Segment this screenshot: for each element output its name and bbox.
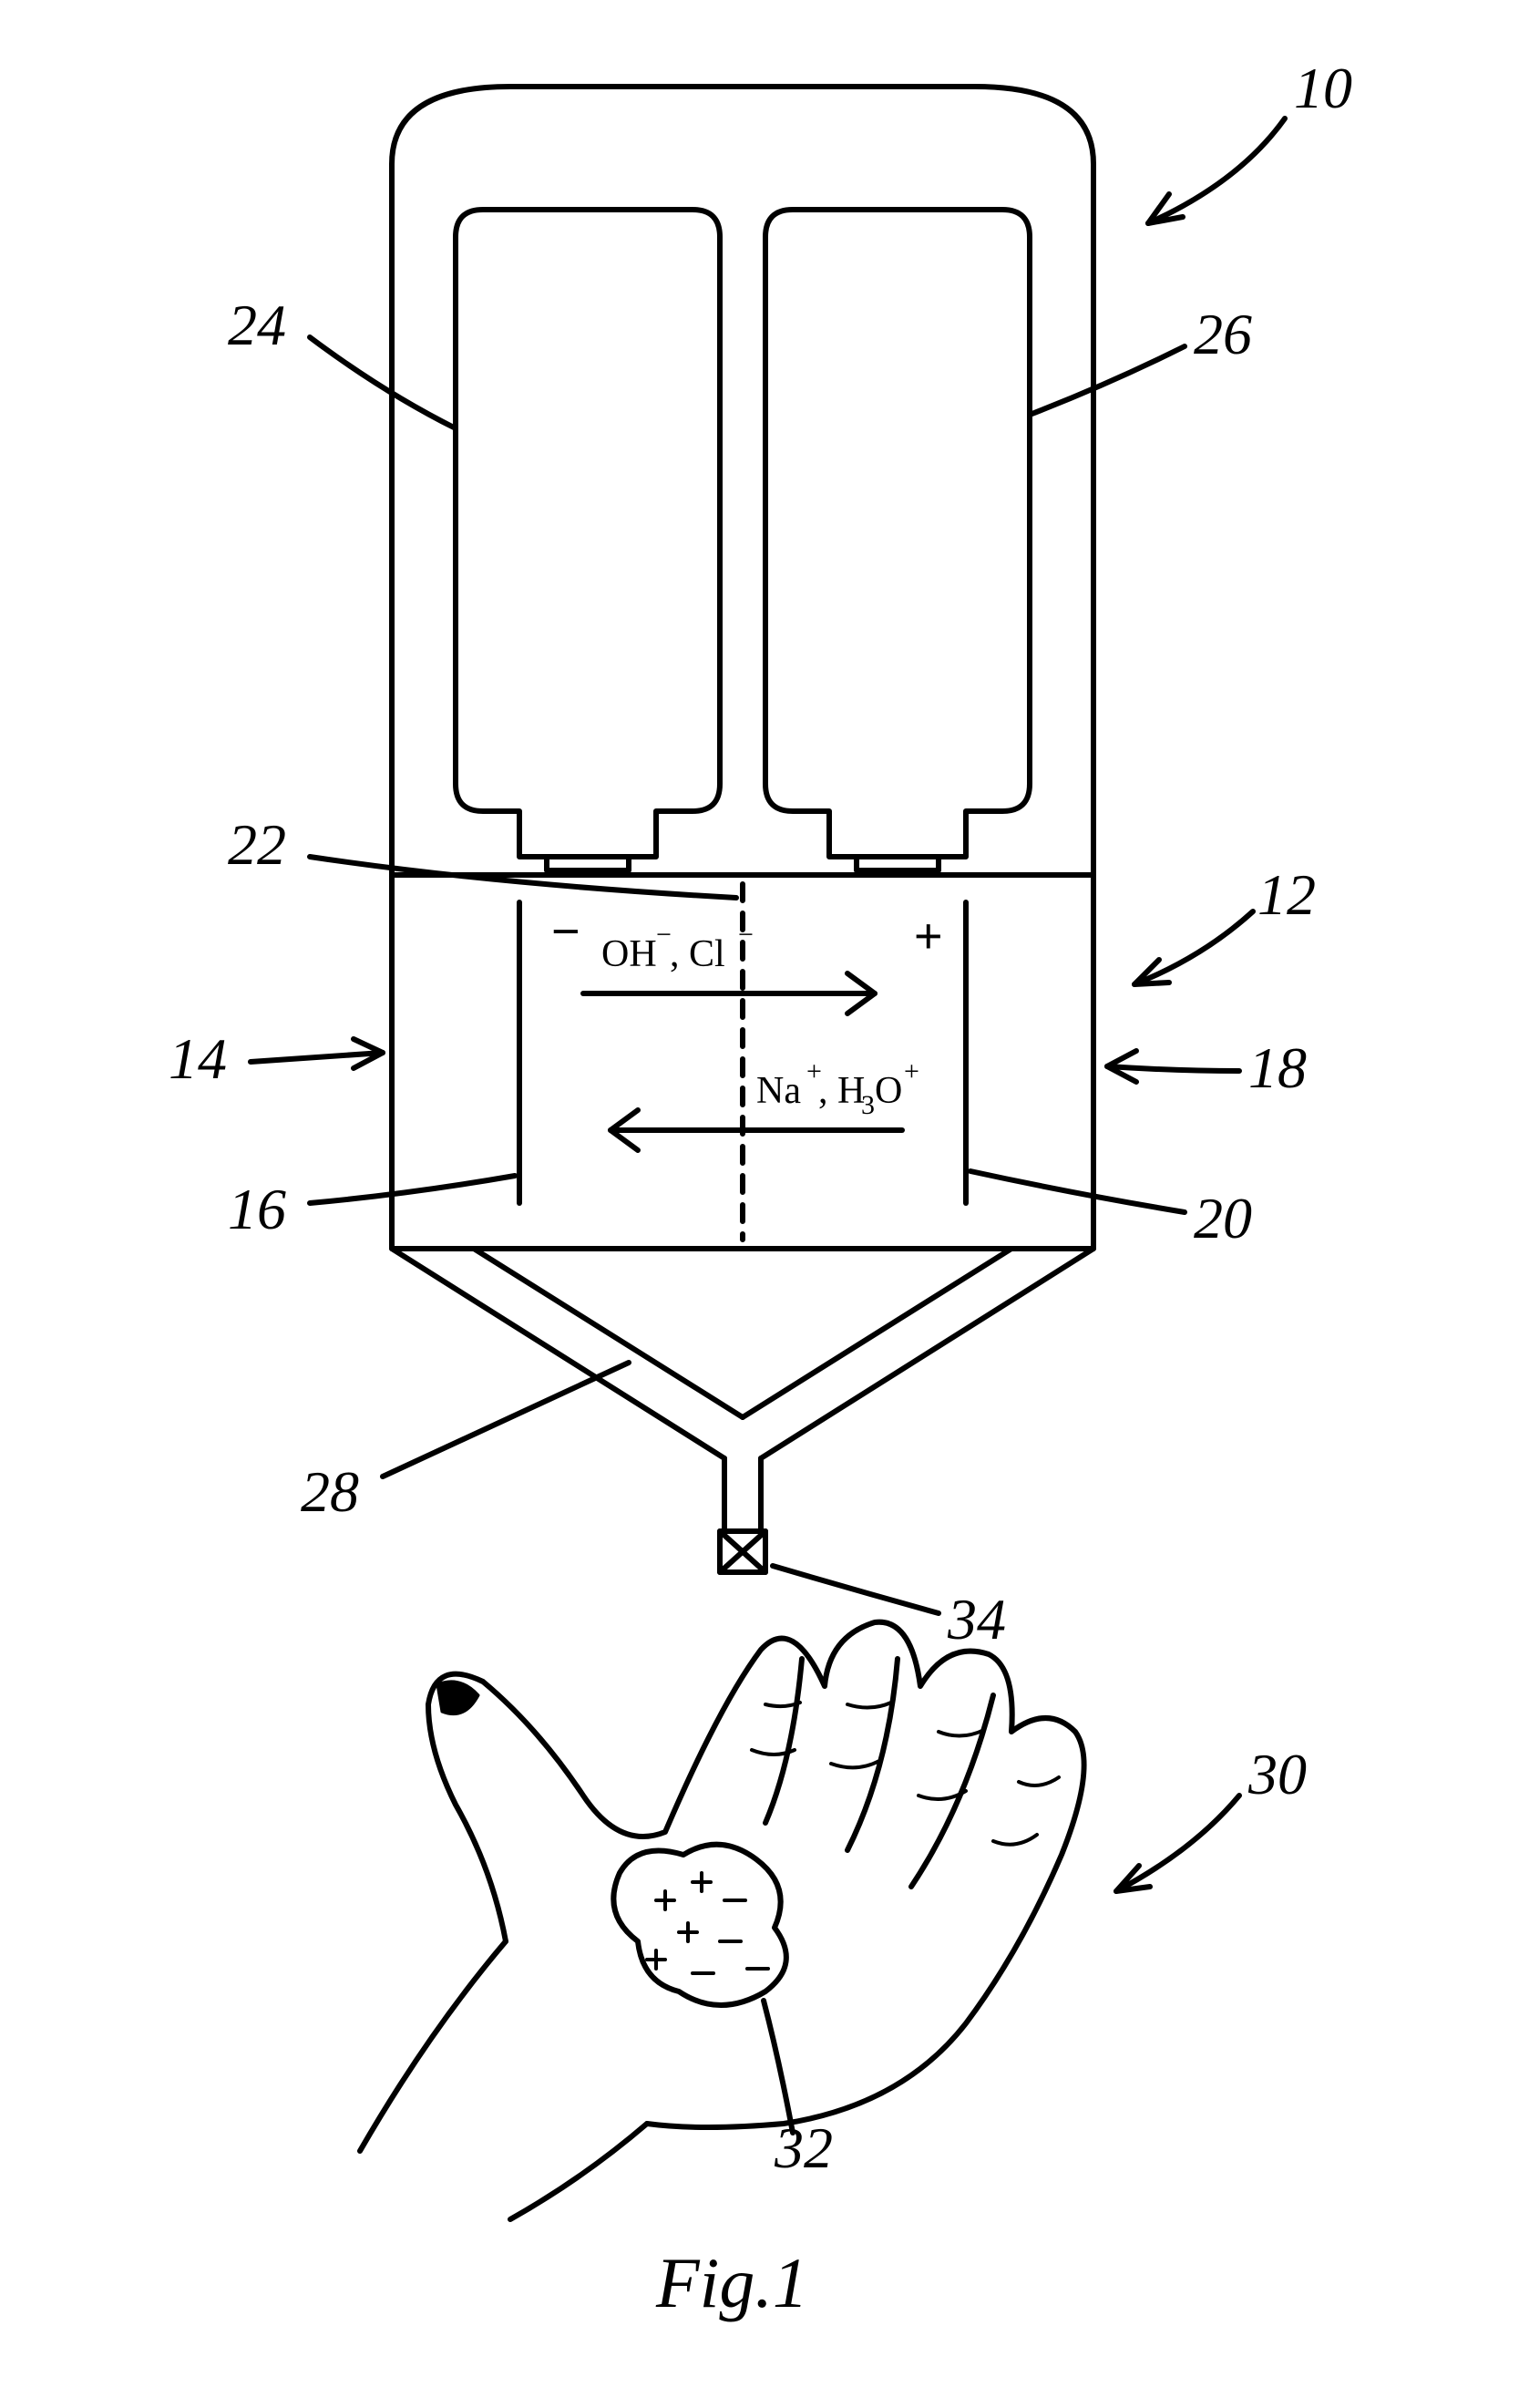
leader-30 (1116, 1796, 1239, 1891)
ref-12: 12 (1257, 861, 1316, 929)
ref-28: 28 (301, 1458, 359, 1526)
leader-10 (1148, 118, 1285, 223)
figure-caption: Fig.1 (656, 2242, 808, 2324)
leader-26 (1030, 346, 1185, 415)
top-ion-label: OH − , Cl − (601, 920, 754, 975)
leader-16 (310, 1176, 515, 1203)
svg-text:, Cl: , Cl (670, 933, 725, 975)
ref-10: 10 (1294, 55, 1352, 122)
right-bottle (765, 210, 1030, 870)
leader-34 (773, 1566, 939, 1613)
ref-20: 20 (1194, 1185, 1252, 1252)
nozzle (720, 1531, 765, 1572)
figure-canvas: − + OH − , Cl − Na + , H 3 O + 10 24 26 … (0, 0, 1519, 2403)
svg-text:, H: , H (818, 1070, 865, 1112)
bottom-ion-label: Na + , H 3 O + (756, 1056, 919, 1120)
ref-22: 22 (228, 811, 286, 879)
electrode-plus: + (914, 909, 943, 963)
top-ion-arrow (583, 973, 875, 1014)
left-bottle (456, 210, 720, 870)
leader-28 (383, 1363, 629, 1477)
ref-26: 26 (1194, 301, 1252, 368)
leader-14 (251, 1039, 383, 1068)
blob-charges (647, 1873, 768, 1973)
ref-30: 30 (1248, 1741, 1307, 1808)
leader-18 (1107, 1051, 1239, 1082)
svg-text:O: O (875, 1070, 902, 1112)
ref-34: 34 (948, 1586, 1006, 1653)
ref-32: 32 (775, 2115, 833, 2182)
ref-24: 24 (228, 292, 286, 359)
ref-18: 18 (1248, 1034, 1307, 1102)
svg-text:Na: Na (756, 1070, 801, 1112)
svg-text:3: 3 (861, 1090, 875, 1120)
palm-blob (613, 1845, 786, 2005)
svg-text:OH: OH (601, 933, 657, 975)
ref-14: 14 (169, 1025, 227, 1093)
electrode-minus: − (551, 904, 580, 959)
leader-32 (764, 2001, 793, 2133)
leader-24 (310, 337, 456, 428)
bottom-ion-arrow (611, 1110, 902, 1150)
leader-20 (970, 1171, 1185, 1212)
svg-text:−: − (738, 920, 754, 950)
svg-text:+: + (904, 1056, 919, 1086)
ref-16: 16 (228, 1176, 286, 1243)
funnel (392, 1249, 1093, 1531)
leader-12 (1134, 911, 1253, 984)
hand (360, 1622, 1084, 2219)
